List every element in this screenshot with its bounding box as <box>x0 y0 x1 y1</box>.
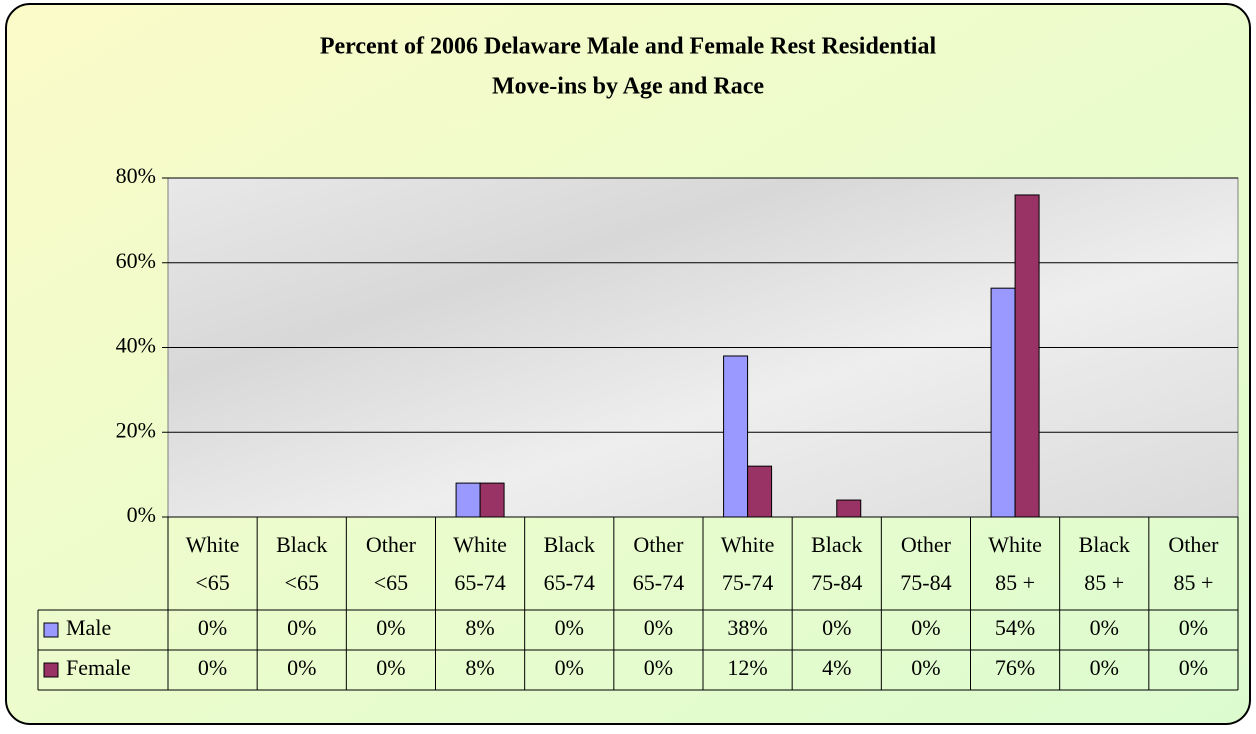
bar <box>990 287 1016 518</box>
x-tick-label: Other <box>366 532 417 557</box>
table-value: 0% <box>198 655 227 680</box>
legend-label: Female <box>66 655 131 680</box>
table-value: 54% <box>995 615 1035 640</box>
x-tick-label: 85 + <box>1084 570 1124 595</box>
y-tick-label: 40% <box>116 333 156 358</box>
x-tick-label: White <box>453 532 507 557</box>
legend-key <box>43 662 59 678</box>
table-value: 0% <box>555 655 584 680</box>
table-value: 0% <box>911 615 940 640</box>
x-tick-label: <65 <box>285 570 319 595</box>
x-tick-label: Black <box>811 532 862 557</box>
bar <box>455 482 481 518</box>
table-value: 8% <box>465 615 494 640</box>
table-value: 0% <box>1179 655 1208 680</box>
x-tick-label: Black <box>544 532 595 557</box>
x-tick-label: 75-84 <box>900 570 951 595</box>
table-value: 0% <box>287 655 316 680</box>
table-value: 0% <box>911 655 940 680</box>
legend-label: Male <box>66 615 111 640</box>
table-value: 0% <box>822 615 851 640</box>
table-value: 0% <box>644 615 673 640</box>
bar <box>836 499 862 518</box>
table-value: 0% <box>1179 615 1208 640</box>
x-tick-label: Black <box>1079 532 1130 557</box>
chart-title: Percent of 2006 Delaware Male and Female… <box>320 34 937 60</box>
x-tick-label: White <box>186 532 240 557</box>
table-value: 0% <box>1090 615 1119 640</box>
x-tick-label: 75-84 <box>811 570 862 595</box>
table-value: 0% <box>555 615 584 640</box>
x-tick-label: 65-74 <box>544 570 595 595</box>
table-value: 0% <box>1090 655 1119 680</box>
x-tick-label: 85 + <box>1173 570 1213 595</box>
table-value: 4% <box>822 655 851 680</box>
table-value: 76% <box>995 655 1035 680</box>
y-tick-label: 20% <box>116 417 156 442</box>
x-tick-label: 65-74 <box>454 570 505 595</box>
x-tick-label: 85 + <box>995 570 1035 595</box>
table-value: 0% <box>644 655 673 680</box>
y-tick-label: 0% <box>127 502 156 527</box>
table-value: 0% <box>287 615 316 640</box>
x-tick-label: Black <box>276 532 327 557</box>
x-tick-label: Other <box>901 532 952 557</box>
chart-title: Move-ins by Age and Race <box>492 74 764 100</box>
y-tick-label: 80% <box>116 163 156 188</box>
table-value: 0% <box>376 655 405 680</box>
x-tick-label: 75-74 <box>722 570 773 595</box>
x-tick-label: 65-74 <box>633 570 684 595</box>
table-value: 0% <box>198 615 227 640</box>
x-tick-label: Other <box>633 532 684 557</box>
bar <box>479 482 505 518</box>
x-tick-label: <65 <box>195 570 229 595</box>
table-value: 12% <box>727 655 767 680</box>
x-tick-label: <65 <box>374 570 408 595</box>
table-value: 38% <box>727 615 767 640</box>
bar <box>1014 194 1040 518</box>
bar <box>723 355 749 518</box>
x-tick-label: Other <box>1168 532 1219 557</box>
legend-key <box>43 622 59 638</box>
bar <box>747 465 773 518</box>
table-value: 0% <box>376 615 405 640</box>
x-tick-label: White <box>988 532 1042 557</box>
y-tick-label: 60% <box>116 248 156 273</box>
x-tick-label: White <box>721 532 775 557</box>
table-value: 8% <box>465 655 494 680</box>
